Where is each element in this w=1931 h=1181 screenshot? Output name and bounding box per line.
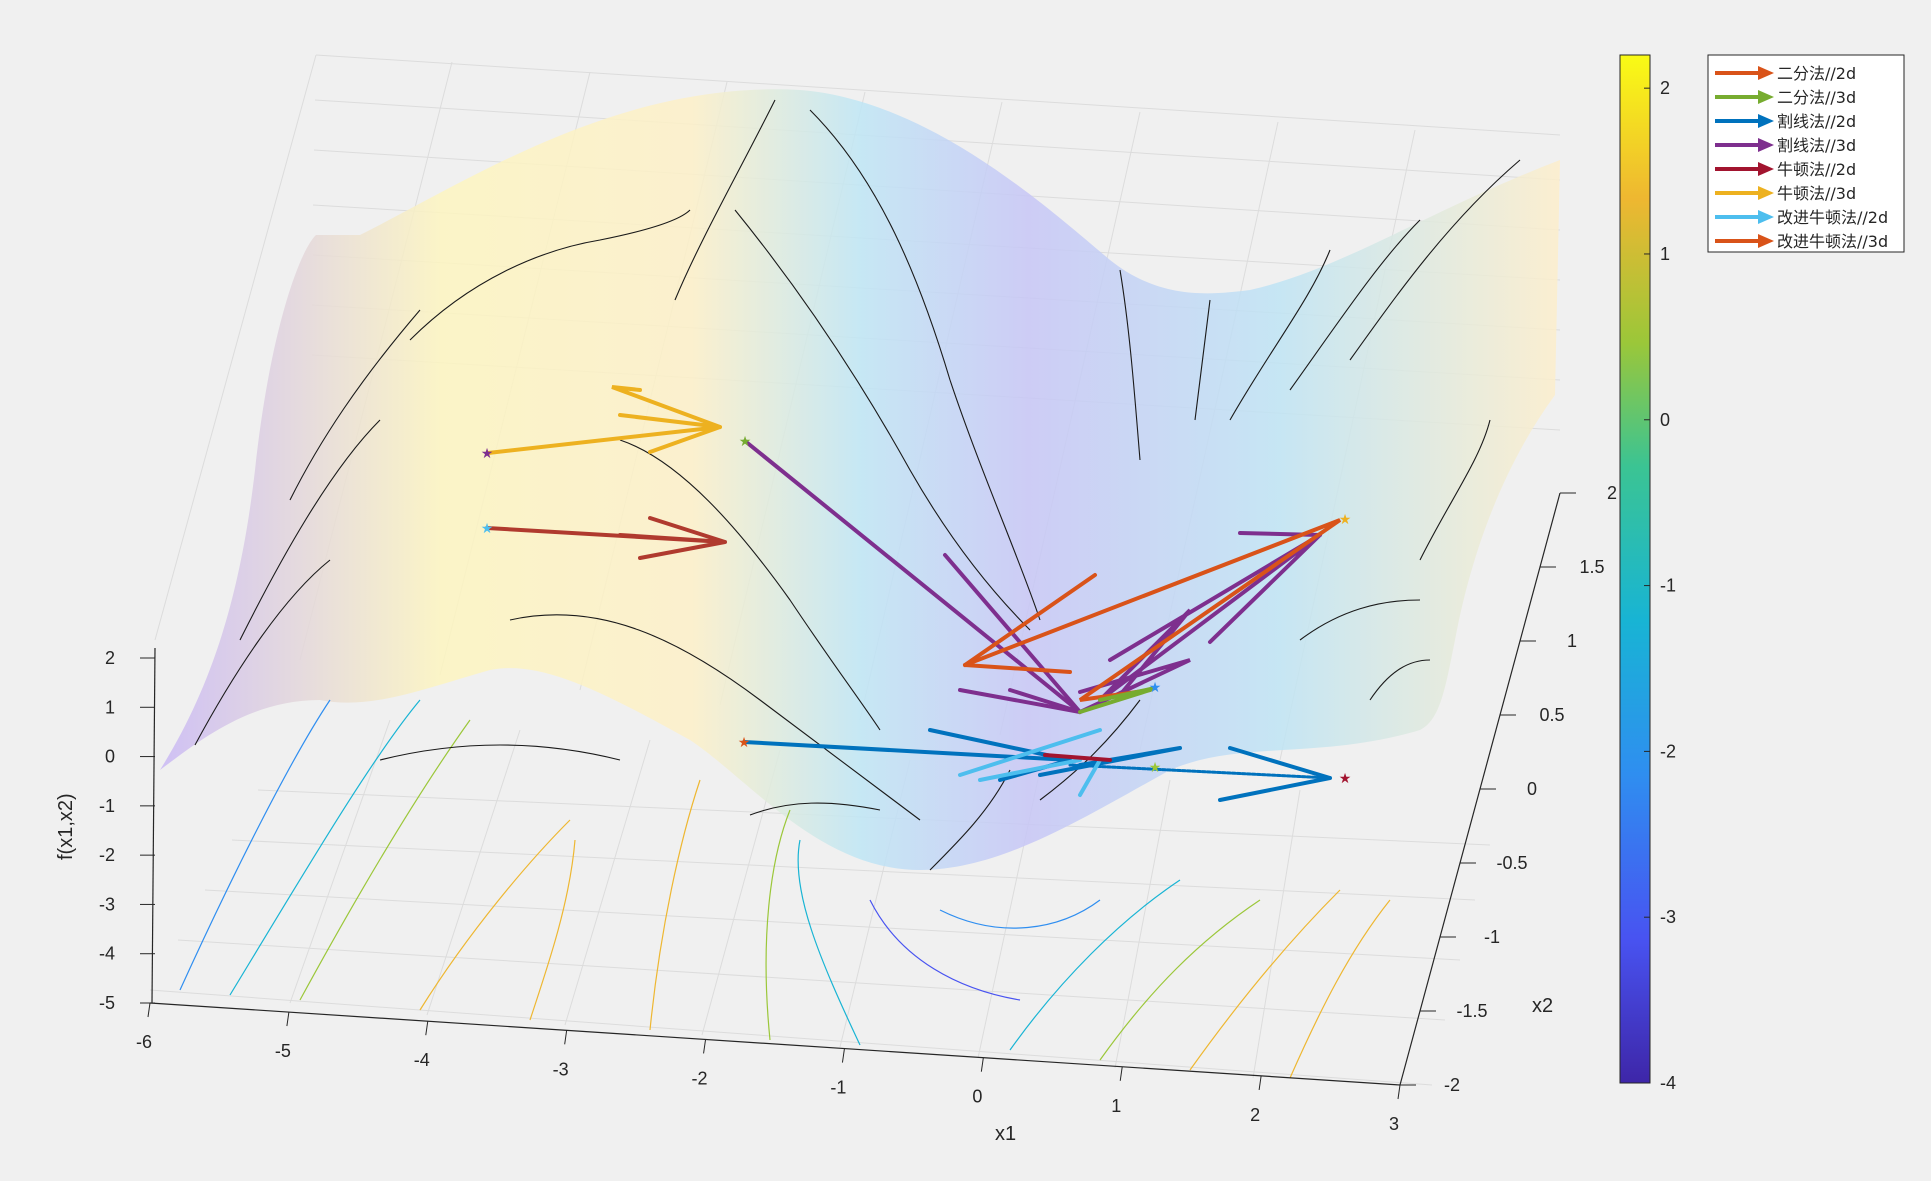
floor-contours bbox=[179, 699, 1391, 1079]
x-tick-mark bbox=[1119, 1066, 1123, 1081]
x-tick-label: -4 bbox=[414, 1050, 430, 1070]
z-axis-ticks: 2 1 0 -1 -2 -3 -4 -5 bbox=[99, 648, 155, 1013]
z-tick-label: -4 bbox=[99, 944, 115, 964]
z-axis-label: f(x1,x2) bbox=[55, 793, 77, 860]
y-tick-label: -1.5 bbox=[1456, 1001, 1487, 1021]
legend-swatch-arrow bbox=[1758, 138, 1774, 152]
legend-swatch-arrow bbox=[1758, 114, 1774, 128]
legend-entry: 二分法//2d bbox=[1715, 64, 1856, 83]
colorbar-gradient bbox=[1619, 54, 1651, 1084]
legend-entry-label: 割线法//3d bbox=[1777, 136, 1856, 155]
legend-entry: 割线法//3d bbox=[1715, 136, 1856, 155]
x-tick-label: -3 bbox=[553, 1059, 569, 1079]
legend-entry: 改进牛顿法//2d bbox=[1715, 208, 1888, 227]
y-tick-label: 1.5 bbox=[1579, 557, 1604, 577]
svg-text:★: ★ bbox=[1339, 511, 1352, 527]
z-tick-label: -3 bbox=[99, 894, 115, 914]
x-tick-mark bbox=[425, 1021, 429, 1036]
x-tick-mark bbox=[1258, 1075, 1262, 1090]
colorbar-tick-label: 0 bbox=[1660, 410, 1670, 430]
x-tick-label: 1 bbox=[1111, 1096, 1121, 1116]
legend-entry-label: 牛顿法//2d bbox=[1777, 160, 1856, 179]
colorbar-tick-label: 2 bbox=[1660, 78, 1670, 98]
y-tick-label: -1 bbox=[1484, 927, 1500, 947]
legend-entry: 二分法//3d bbox=[1715, 88, 1856, 107]
legend-swatch-arrow bbox=[1758, 162, 1774, 176]
legend-entry: 牛顿法//2d bbox=[1715, 160, 1856, 179]
legend-entry-label: 牛顿法//3d bbox=[1777, 184, 1856, 203]
x-tick-label: -1 bbox=[830, 1078, 846, 1098]
legend-entry-label: 二分法//3d bbox=[1777, 88, 1856, 107]
x-axis-label: x1 bbox=[995, 1123, 1016, 1145]
x-tick-label: -5 bbox=[275, 1041, 291, 1061]
y-tick-label: 1 bbox=[1567, 631, 1577, 651]
colorbar-tick-label: -2 bbox=[1660, 741, 1676, 761]
x-tick-mark bbox=[564, 1030, 568, 1045]
x-tick-mark bbox=[1397, 1084, 1401, 1100]
y-tick-label: -2 bbox=[1444, 1075, 1460, 1095]
z-tick-label: -5 bbox=[99, 993, 115, 1013]
x-tick-label: -2 bbox=[692, 1068, 708, 1088]
z-tick-label: 1 bbox=[105, 697, 115, 717]
svg-text:★: ★ bbox=[1149, 759, 1162, 775]
svg-text:★: ★ bbox=[1339, 770, 1352, 786]
legend-swatch-arrow bbox=[1758, 210, 1774, 224]
function-surface bbox=[160, 89, 1560, 871]
x-tick-label: 3 bbox=[1389, 1114, 1399, 1134]
legend-entry: 割线法//2d bbox=[1715, 112, 1856, 131]
y-tick-label: 0 bbox=[1527, 779, 1537, 799]
x-tick-label: 0 bbox=[972, 1087, 982, 1107]
legend-swatch-arrow bbox=[1758, 186, 1774, 200]
svg-text:★: ★ bbox=[1149, 679, 1162, 695]
legend-box bbox=[1707, 54, 1905, 253]
svg-text:★: ★ bbox=[481, 520, 494, 536]
x-axis-ticks: -6 -5 -4 -3 -2 -1 0 1 2 3 bbox=[136, 1002, 1401, 1134]
x-tick-mark bbox=[841, 1048, 845, 1063]
x-tick-mark bbox=[147, 1002, 151, 1018]
colorbar-tick-label: 1 bbox=[1660, 244, 1670, 264]
colorbar-tick-label: -3 bbox=[1660, 907, 1676, 927]
legend-entry-label: 二分法//2d bbox=[1777, 64, 1856, 83]
x-tick-mark bbox=[286, 1012, 290, 1027]
z-tick-label: 2 bbox=[105, 648, 115, 668]
legend-entry: 牛顿法//3d bbox=[1715, 184, 1856, 203]
x-tick-label: -6 bbox=[136, 1032, 152, 1052]
colorbar-ticks: 2 1 0 -1 -2 -3 -4 bbox=[1644, 78, 1676, 1093]
colorbar-tick-label: -1 bbox=[1660, 576, 1676, 596]
svg-text:★: ★ bbox=[739, 433, 752, 449]
colorbar: 2 1 0 -1 -2 -3 -4 bbox=[1619, 54, 1676, 1093]
svg-text:★: ★ bbox=[738, 734, 751, 750]
y-tick-label: 0.5 bbox=[1539, 705, 1564, 725]
legend-entry-label: 割线法//2d bbox=[1777, 112, 1856, 131]
legend-swatch-arrow bbox=[1758, 66, 1774, 80]
legend-swatch-arrow bbox=[1758, 90, 1774, 104]
legend-entry: 改进牛顿法//3d bbox=[1715, 232, 1888, 251]
x-tick-label: 2 bbox=[1250, 1105, 1260, 1125]
svg-text:★: ★ bbox=[481, 445, 494, 461]
legend-entry-label: 改进牛顿法//2d bbox=[1777, 208, 1888, 227]
legend-entry-label: 改进牛顿法//3d bbox=[1777, 232, 1888, 251]
y-axis-label: x2 bbox=[1532, 995, 1553, 1017]
colorbar-tick-label: -4 bbox=[1660, 1073, 1676, 1093]
legend-swatch-arrow bbox=[1758, 234, 1774, 248]
z-tick-label: -2 bbox=[99, 845, 115, 865]
z-tick-label: 0 bbox=[105, 747, 115, 767]
trajectory-start-markers: ★ ★ ★ ★ ★ ★ ★ ★ bbox=[481, 433, 1352, 786]
streamlines bbox=[194, 99, 1521, 871]
y-tick-label: -0.5 bbox=[1496, 853, 1527, 873]
legend: 二分法//2d 二分法//3d 割线法//2d 割线法//3d 牛顿法//2d 牛顿法//… bbox=[1707, 54, 1905, 253]
y-tick-label: 2 bbox=[1607, 483, 1617, 503]
y-axis-ticks: -2 -1.5 -1 -0.5 0 0.5 1 1.5 2 bbox=[1400, 483, 1617, 1095]
trajectories bbox=[485, 385, 1342, 802]
z-tick-label: -1 bbox=[99, 796, 115, 816]
x-tick-mark bbox=[703, 1039, 707, 1054]
x-tick-mark bbox=[980, 1057, 984, 1072]
